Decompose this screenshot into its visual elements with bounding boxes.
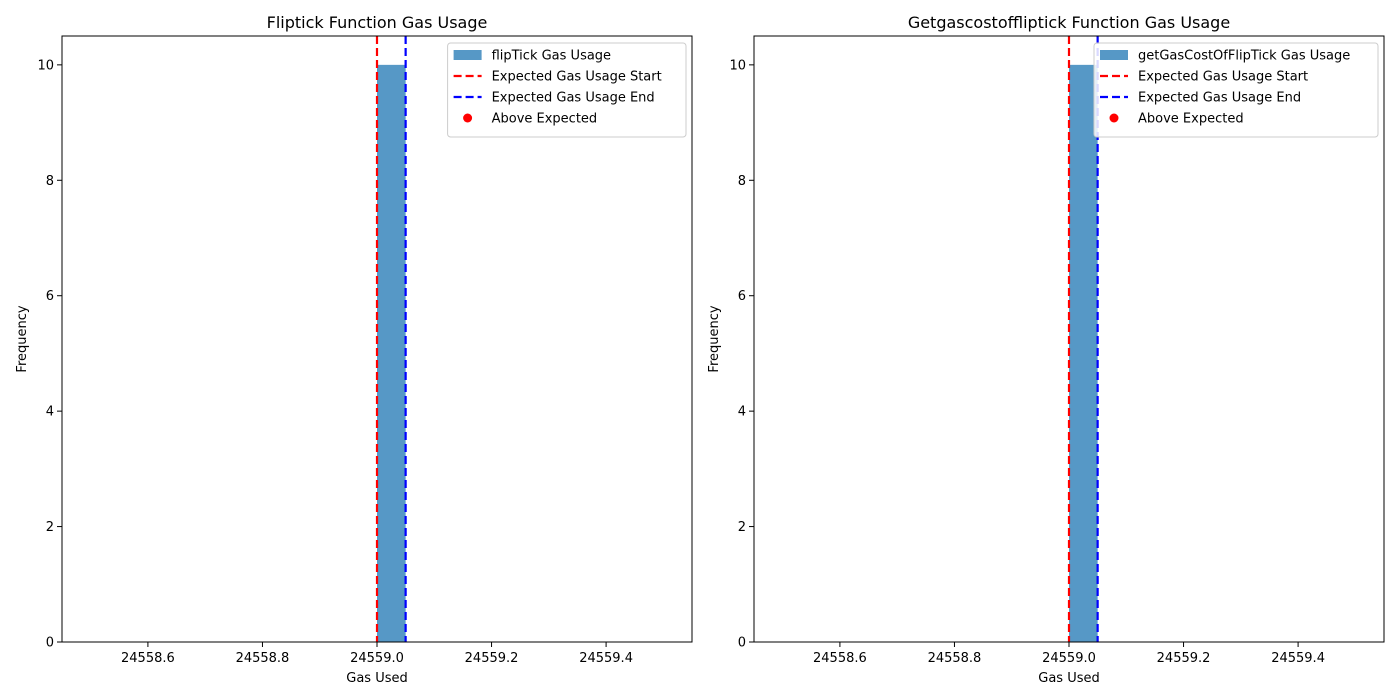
legend-entry-label: Expected Gas Usage End	[1138, 91, 1301, 106]
chart-title: Getgascostoffliptick Function Gas Usage	[908, 13, 1230, 32]
y-tick-label: 10	[729, 58, 746, 73]
y-tick-label: 8	[738, 174, 746, 189]
y-tick-label: 0	[46, 636, 54, 651]
legend-entry-label: Expected Gas Usage End	[492, 91, 655, 106]
legend-entry-label: Above Expected	[1138, 112, 1244, 127]
y-tick-label: 8	[46, 174, 54, 189]
y-tick-label: 10	[37, 58, 54, 73]
histogram-bar	[1069, 64, 1098, 643]
y-tick-label: 4	[46, 405, 54, 420]
x-tick-label: 24559.0	[350, 651, 404, 666]
legend-entry-label: flipTick Gas Usage	[492, 49, 611, 64]
legend-box	[1093, 42, 1379, 138]
x-tick-label: 24558.8	[928, 651, 982, 666]
y-tick-label: 2	[738, 520, 746, 535]
legend-bar-swatch	[1100, 50, 1128, 60]
y-tick-label: 2	[46, 520, 54, 535]
legend-box	[447, 42, 687, 138]
legend-dot-swatch	[1109, 113, 1119, 123]
x-tick-label: 24559.4	[579, 651, 633, 666]
x-tick-label: 24559.2	[1157, 651, 1211, 666]
chart-title: Fliptick Function Gas Usage	[267, 13, 488, 32]
x-tick-label: 24559.4	[1271, 651, 1325, 666]
legend: getGasCostOfFlipTick Gas Usage Expected G…	[1093, 42, 1379, 138]
legend-entry-label: getGasCostOfFlipTick Gas Usage	[1138, 49, 1350, 64]
y-axis-label: Frequency	[707, 305, 722, 372]
x-axis-label: Gas Used	[1038, 671, 1099, 686]
x-tick-label: 24559.0	[1042, 651, 1096, 666]
x-axis-label: Gas Used	[346, 671, 407, 686]
x-tick-label: 24558.8	[236, 651, 290, 666]
legend-entry-label: Expected Gas Usage Start	[492, 70, 662, 85]
y-tick-label: 6	[738, 289, 746, 304]
y-tick-label: 4	[738, 405, 746, 420]
x-tick-label: 24558.6	[813, 651, 867, 666]
y-tick-label: 6	[46, 289, 54, 304]
y-axis-label: Frequency	[15, 305, 30, 372]
histogram-bar	[377, 64, 406, 643]
y-tick-label: 0	[738, 636, 746, 651]
legend-dot-swatch	[463, 113, 473, 123]
x-tick-label: 24558.6	[121, 651, 175, 666]
legend: flipTick Gas Usage Expected Gas Usage Sta…	[447, 42, 687, 138]
legend-bar-swatch	[453, 50, 482, 60]
legend-entry-label: Expected Gas Usage Start	[1138, 70, 1308, 85]
chart-panel-1: 24558.6 24558.8 24559.0 24559.2 24559.4 0 2 4 6 8…	[15, 13, 693, 686]
chart-panel-2: 24558.6 24558.8 24559.0 24559.2 24559.4 0 2 4 6 8…	[707, 13, 1385, 686]
x-tick-label: 24559.2	[465, 651, 519, 666]
legend-entry-label: Above Expected	[492, 112, 598, 127]
